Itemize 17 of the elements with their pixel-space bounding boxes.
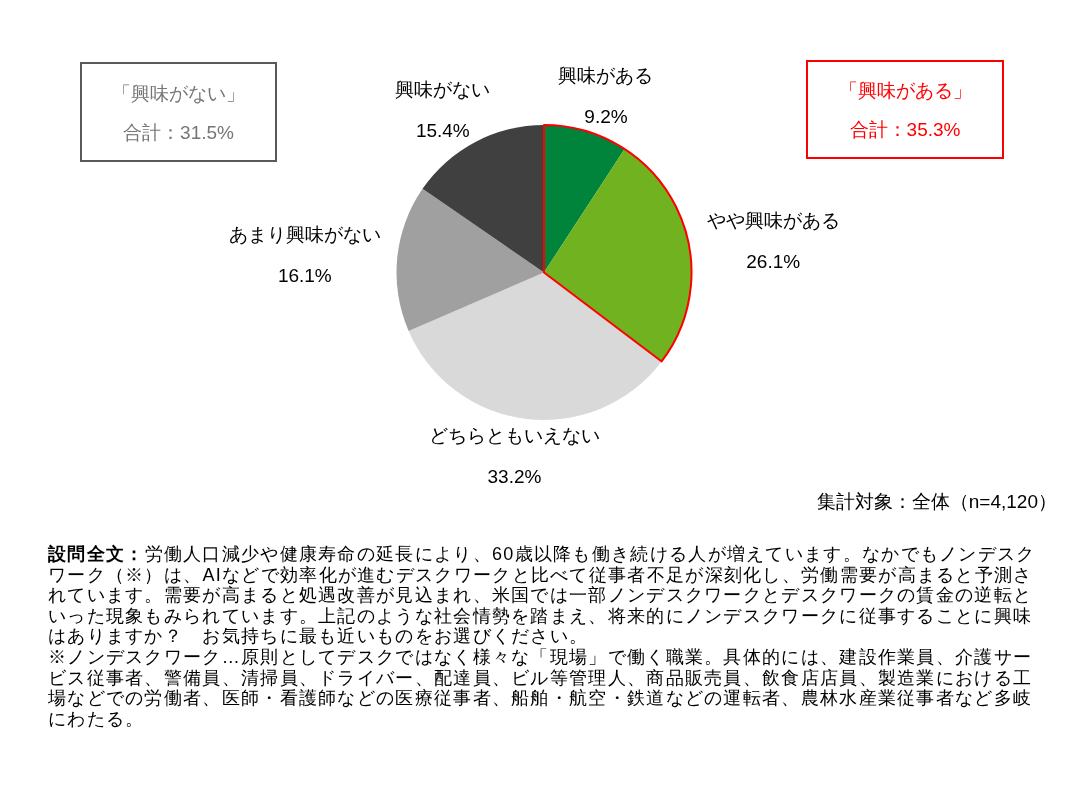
text: 「興味がある」	[838, 80, 972, 101]
slice-label: やや興味がある	[706, 210, 840, 232]
slice-label: 興味がある	[558, 65, 654, 87]
text: 集計対象：全体（n=4,120）	[816, 491, 1057, 512]
data-label: 15.4%	[415, 119, 470, 141]
text: 設問全文：労働人口減少や健康寿命の延長により、60歳以降も働き続ける人が増えています。なかでもノンデスクワーク（※）は、AIなどで効率化が進むデスクワークと比べて従事者不足が深刻化し、労働需要が高まると予測されています。需要が高まると処遇改善が見込まれ、米国では一部ノンデスクワークとデスクワークの賃金の逆転といった現象もみられています。上記のような社会情勢を踏まえ、将来的にノンデスクワークに従事することに興味はありますか？ お気持ちに最も近いものをお選びください。	[48, 544, 1037, 647]
slice-label: あまり興味がない	[228, 224, 381, 246]
text: 合計：35.3%	[849, 119, 961, 140]
slice-label: 興味がない	[395, 78, 491, 100]
text: 「興味がない」	[112, 82, 245, 104]
slice-label: どちらともいえない	[428, 425, 600, 447]
data-label: 26.1%	[746, 251, 801, 273]
data-label: 33.2%	[487, 466, 542, 488]
text: 合計：31.5%	[123, 121, 235, 143]
data-label: 9.2%	[584, 106, 628, 128]
text: ※ノンデスクワーク…原則としてデスクではなく様々な「現場」で働く職業。具体的には、建設作業員、介護サービス従事者、警備員、清掃員、ドライバー、配達員、ビル等管理人、商品販売員、飲食店店員、製造業における工場などでの労働者、医師・看護師などの医療従事者、船舶・航空・鉄道などの運転者、農林水産業従事者など多岐にわたる。	[48, 646, 1034, 730]
data-label: 16.1%	[277, 265, 332, 287]
